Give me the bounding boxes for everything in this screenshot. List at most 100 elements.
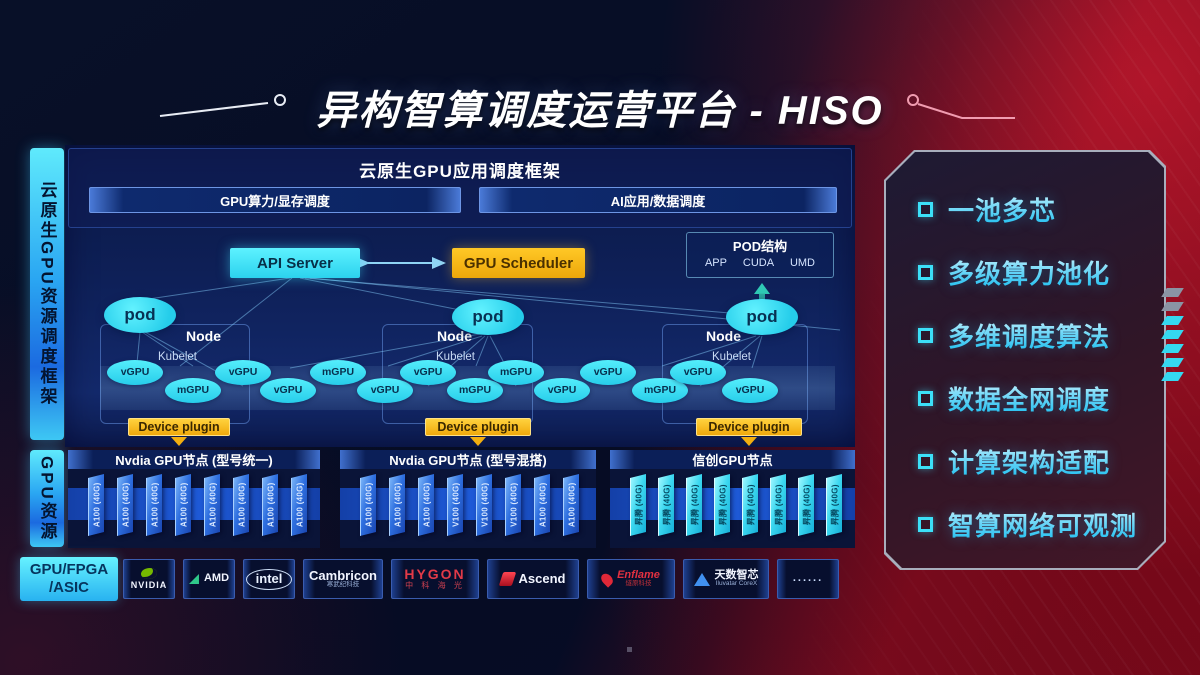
bar-ai-app-data-scheduling: AI应用/数据调度: [479, 187, 837, 213]
asic-label-line2: /ASIC: [48, 579, 89, 596]
vendor-name: Enflame: [617, 568, 660, 581]
gpu-card-label: A100 (40G): [567, 482, 576, 528]
vendor-subtitle: 燧原科技: [625, 580, 652, 588]
vendor-subtitle: 中 科 海 光: [405, 581, 465, 591]
gpu-card-label: A100 (40G): [266, 482, 275, 528]
gpu-section-nvidia-mixed: Nvdia GPU节点 (型号混搭) A100 (40G) A100 (40G) A…: [340, 450, 596, 548]
iluvatar-logo-icon: [693, 572, 710, 586]
gpu-oval-vgpu: vGPU: [215, 359, 271, 385]
gpu-card: A100 (40G): [389, 474, 405, 536]
pod-item-cuda: CUDA: [742, 257, 775, 269]
gpu-card-label: 昇腾 (40G): [662, 484, 671, 526]
vendor-iluvatar: 天数智芯 Iluvatar CoreX: [683, 559, 769, 599]
app-frame-title: 云原生GPU应用调度框架: [359, 162, 561, 181]
gpu-section-xinchuang: 信创GPU节点 昇腾 (40G) 昇腾 (40G) 昇腾 (40G) 昇腾 (40G)…: [610, 450, 855, 548]
device-plugin-3: Device plugin: [696, 418, 802, 436]
gpu-card-label: V100 (40G): [480, 482, 489, 528]
gpu-card-band-1: [68, 488, 320, 520]
gpu-card-band-3: [610, 488, 855, 520]
gpu-card: A100 (40G): [233, 474, 249, 536]
gpu-card: 昇腾 (40G): [826, 474, 842, 536]
gpu-card: 昇腾 (40G): [686, 474, 702, 536]
gpu-card-label: A100 (40G): [538, 482, 547, 528]
feature-text: 多级算力池化: [948, 254, 1110, 291]
gpu-oval-vgpu: vGPU: [357, 377, 413, 403]
ascend-logo-icon: [498, 572, 516, 586]
gpu-card-label: 昇腾 (40G): [802, 484, 811, 526]
gpu-card-label: 昇腾 (40G): [774, 484, 783, 526]
gpu-card-label: A100 (40G): [179, 482, 188, 528]
feature-item: 数据全网调度: [918, 381, 1137, 415]
vendor-amd: AMD: [183, 559, 235, 599]
gpu-oval-vgpu: vGPU: [260, 377, 316, 403]
gpu-card-label: A100 (40G): [237, 482, 246, 528]
gpu-card-label: A100 (40G): [121, 482, 130, 528]
gpu-card: A100 (40G): [146, 474, 162, 536]
vendor-name: HYGON: [404, 566, 466, 583]
gpu-card: A100 (40G): [360, 474, 376, 536]
square-bullet-icon: [918, 516, 933, 532]
asic-label-line1: GPU/FPGA: [29, 561, 109, 578]
gpu-card: A100 (40G): [175, 474, 191, 536]
gpu-card: 昇腾 (40G): [630, 474, 646, 536]
vendor-nvidia: NVIDIA: [123, 559, 175, 599]
hazard-stripe: [1161, 358, 1184, 367]
device-plugin-1: Device plugin: [128, 418, 230, 436]
intel-logo-icon: intel: [245, 568, 293, 590]
gpu-card-row-1: A100 (40G) A100 (40G) A100 (40G) A100 (40G)…: [88, 474, 307, 536]
device-plugin-arrow-2: [470, 437, 486, 446]
gpu-card: 昇腾 (40G): [770, 474, 786, 536]
gpu-card-label: A100 (40G): [364, 482, 373, 528]
feature-text: 计算架构适配: [948, 443, 1110, 480]
gpu-oval-vgpu: vGPU: [534, 377, 590, 403]
gpu-card-label: A100 (40G): [92, 482, 101, 528]
amd-logo-icon: [188, 574, 199, 584]
gpu-oval-mgpu: mGPU: [165, 377, 221, 403]
nvidia-logo-icon: [140, 568, 157, 579]
pod-item-umd: UMD: [789, 257, 816, 269]
gpu-card: A100 (40G): [117, 474, 133, 536]
gpu-card-label: A100 (40G): [295, 482, 304, 528]
gpu-card-label: A100 (40G): [422, 482, 431, 528]
gpu-scheduler-box: GPU Scheduler: [452, 248, 585, 278]
hazard-stripe: [1161, 330, 1184, 339]
vendor-dots: ......: [777, 559, 839, 599]
sidebar-top-text: 云原生GPU资源调度框架: [37, 181, 57, 407]
gpu-card: A100 (40G): [88, 474, 104, 536]
vendor-hygon: HYGON 中 科 海 光: [391, 559, 479, 599]
feature-text: 智算网络可观测: [948, 506, 1137, 543]
gpu-card-label: A100 (40G): [208, 482, 217, 528]
hazard-stripe: [1161, 344, 1184, 353]
vendor-ascend: Ascend: [487, 559, 579, 599]
gpu-section-header-3: 信创GPU节点: [610, 450, 855, 469]
gpu-oval-vgpu: vGPU: [670, 359, 726, 385]
enflame-logo-icon: [598, 570, 616, 588]
gpu-card: A100 (40G): [418, 474, 434, 536]
vendor-subtitle: Iluvatar CoreX: [715, 580, 758, 588]
pod-oval-2: pod: [452, 299, 524, 335]
square-bullet-icon: [918, 264, 933, 280]
gpu-card: A100 (40G): [204, 474, 220, 536]
hazard-stripe: [1161, 288, 1184, 297]
gpu-section-header-1: Nvdia GPU节点 (型号统一): [68, 450, 320, 469]
gpu-oval-vgpu: vGPU: [580, 359, 636, 385]
vendor-name: ......: [792, 572, 824, 585]
square-bullet-icon: [918, 390, 933, 406]
gpu-card-label: 昇腾 (40G): [718, 484, 727, 526]
gpu-card: 昇腾 (40G): [742, 474, 758, 536]
gpu-card: A100 (40G): [563, 474, 579, 536]
gpu-card-row-3: 昇腾 (40G) 昇腾 (40G) 昇腾 (40G) 昇腾 (40G) 昇腾 (40G)…: [630, 474, 842, 536]
gpu-card: V100 (40G): [476, 474, 492, 536]
gpu-card-label: V100 (40G): [509, 482, 518, 528]
gpu-card: A100 (40G): [291, 474, 307, 536]
vendor-name: NVIDIA: [130, 580, 168, 590]
gpu-card: V100 (40G): [447, 474, 463, 536]
vendor-enflame: Enflame 燧原科技: [587, 559, 675, 599]
device-plugin-2: Device plugin: [425, 418, 531, 436]
gpu-card-label: A100 (40G): [393, 482, 402, 528]
feature-panel-background: [886, 152, 1164, 568]
hazard-stripe: [1161, 302, 1184, 311]
gpu-card: A100 (40G): [262, 474, 278, 536]
api-server-box: API Server: [230, 248, 360, 278]
